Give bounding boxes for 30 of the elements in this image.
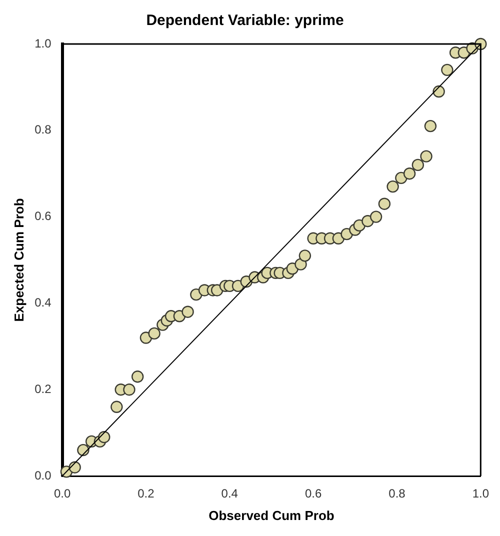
- y-tick-label: 0.8: [34, 122, 52, 137]
- x-tick-label: 0.0: [54, 486, 71, 501]
- x-tick-label: 1.0: [472, 486, 490, 501]
- y-tick-label: 0.4: [34, 296, 52, 310]
- y-tick-label: 0.0: [34, 468, 52, 482]
- x-tick-label: 0.2: [138, 486, 155, 501]
- x-tick-label: 0.8: [388, 486, 406, 501]
- x-tick-label: 0.6: [304, 486, 322, 501]
- chart-title: Dependent Variable: yprime: [146, 12, 344, 30]
- point: [378, 198, 391, 210]
- point: [123, 384, 136, 396]
- point: [148, 327, 160, 340]
- x-axis-title: Observed Cum Prob: [208, 508, 334, 523]
- point: [131, 370, 144, 383]
- point: [110, 400, 123, 413]
- x-tick-label: 0.4: [221, 486, 238, 501]
- point: [182, 306, 194, 318]
- point: [424, 120, 437, 132]
- point: [386, 180, 399, 193]
- y-tick-label: 1.0: [34, 36, 52, 50]
- y-axis-title: Expected Cum Prob: [11, 198, 26, 322]
- point: [298, 250, 312, 262]
- y-tick-label: 0.6: [34, 209, 52, 224]
- point: [403, 168, 416, 180]
- point: [412, 158, 424, 172]
- point: [420, 150, 432, 162]
- point: [370, 210, 382, 223]
- point: [441, 64, 454, 76]
- y-tick-label: 0.2: [34, 382, 52, 396]
- point: [294, 258, 307, 270]
